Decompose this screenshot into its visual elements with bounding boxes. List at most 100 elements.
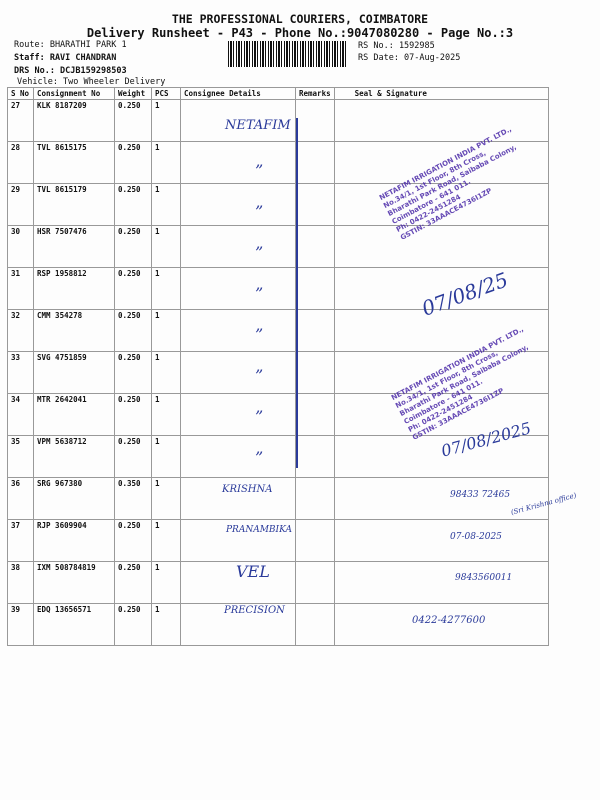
consignee-cell [180, 309, 296, 352]
remarks-cell [295, 561, 335, 604]
company-title: THE PROFESSIONAL COURIERS, COIMBATORE [171, 12, 429, 26]
consignment-cell: TVL 8615175 [33, 141, 115, 184]
pcs-cell: 1 [151, 561, 181, 604]
weight-cell: 0.250 [114, 519, 152, 562]
consignment-cell: HSR 7507476 [33, 225, 115, 268]
consignee-cell [180, 99, 296, 142]
rs-date: RS Date: 07-Aug-2025 [358, 53, 461, 63]
remarks-cell [295, 309, 335, 352]
table-row: 27 KLK 8187209 0.250 1 [7, 99, 549, 142]
consignment-cell: RSP 1958812 [33, 267, 115, 310]
hw-ditto-mark: ” [255, 161, 264, 180]
table-row: 31 RSP 1958812 0.250 1 [7, 267, 549, 310]
consignment-cell: IXM 508784819 [33, 561, 115, 604]
hw-ditto-mark: ” [255, 325, 264, 344]
pcs-cell: 1 [151, 309, 181, 352]
hw-ditto-mark: ” [255, 407, 264, 426]
barcode [228, 41, 346, 67]
pcs-cell: 1 [151, 603, 181, 646]
hw-ditto-mark: ” [255, 448, 264, 467]
seal-cell [333, 183, 549, 226]
weight-cell: 0.250 [114, 435, 152, 478]
consignment-cell: RJP 3609904 [33, 519, 115, 562]
table-header: S No Consignment No Weight PCS Consignee… [7, 87, 549, 100]
consignment-cell: KLK 8187209 [33, 99, 115, 142]
consignment-cell: CMM 354278 [33, 309, 115, 352]
remarks-cell [295, 267, 335, 310]
seal-cell [333, 225, 549, 268]
weight-cell: 0.250 [114, 183, 152, 226]
pcs-cell: 1 [151, 351, 181, 394]
runsheet-table: S No Consignment No Weight PCS Consignee… [7, 87, 549, 646]
hw-ditto-mark: ” [255, 366, 264, 385]
consignment-cell: TVL 8615179 [33, 183, 115, 226]
remarks-cell [295, 393, 335, 436]
hw-phone-3: 0422-4277600 [412, 615, 486, 626]
consignee-cell [180, 477, 296, 520]
consignee-cell [180, 183, 296, 226]
consignee-cell [180, 141, 296, 184]
weight-cell: 0.250 [114, 225, 152, 268]
seal-cell [333, 519, 549, 562]
remarks-cell [295, 603, 335, 646]
hw-vel: VEL [236, 562, 270, 581]
hw-ditto-mark: ” [255, 284, 264, 303]
remarks-cell [295, 477, 335, 520]
consignee-cell [180, 603, 296, 646]
table-row: 37 RJP 3609904 0.250 1 [7, 519, 549, 562]
sno-cell: 35 [7, 435, 34, 478]
rs-no: RS No.: 1592985 [358, 41, 435, 51]
col-consignee: Consignee Details [180, 87, 296, 100]
runsheet-subtitle: Delivery Runsheet - P43 - Phone No.:9047… [86, 26, 514, 40]
pcs-cell: 1 [151, 477, 181, 520]
sno-cell: 28 [7, 141, 34, 184]
hw-date-3: 07-08-2025 [450, 532, 502, 542]
sno-cell: 27 [7, 99, 34, 142]
weight-cell: 0.250 [114, 267, 152, 310]
remarks-cell [295, 99, 335, 142]
remarks-cell [295, 351, 335, 394]
consignment-cell: MTR 2642041 [33, 393, 115, 436]
sno-cell: 39 [7, 603, 34, 646]
seal-cell [333, 477, 549, 520]
hw-phone-1: 98433 72465 [450, 490, 511, 500]
hw-ditto-mark: ” [255, 243, 264, 262]
pcs-cell: 1 [151, 519, 181, 562]
sno-cell: 34 [7, 393, 34, 436]
consignee-cell [180, 225, 296, 268]
hw-netafim: NETAFIM [225, 118, 291, 133]
consignment-cell: VPM 5638712 [33, 435, 115, 478]
weight-cell: 0.250 [114, 603, 152, 646]
consignment-cell: EDQ 13656571 [33, 603, 115, 646]
consignment-cell: SRG 967380 [33, 477, 115, 520]
weight-cell: 0.250 [114, 99, 152, 142]
hw-ditto-mark: ” [255, 202, 264, 221]
pcs-cell: 1 [151, 225, 181, 268]
consignee-cell [180, 267, 296, 310]
consignee-cell [180, 519, 296, 562]
sno-cell: 33 [7, 351, 34, 394]
seal-cell [333, 603, 549, 646]
table-row: 32 CMM 354278 0.250 1 [7, 309, 549, 352]
table-row: 36 SRG 967380 0.350 1 [7, 477, 549, 520]
table-row: 39 EDQ 13656571 0.250 1 [7, 603, 549, 646]
remarks-cell [295, 435, 335, 478]
hw-precision: PRECISION [224, 605, 285, 616]
weight-cell: 0.250 [114, 141, 152, 184]
col-weight: Weight [114, 87, 152, 100]
pcs-cell: 1 [151, 393, 181, 436]
pcs-cell: 1 [151, 141, 181, 184]
consignee-cell [180, 393, 296, 436]
weight-cell: 0.350 [114, 477, 152, 520]
col-seal: Seal & Signature [333, 87, 549, 100]
hw-krishna: KRISHNA [222, 484, 273, 495]
col-remarks: Remarks [295, 87, 335, 100]
consignee-cell [180, 561, 296, 604]
seal-cell [333, 393, 549, 436]
weight-cell: 0.250 [114, 393, 152, 436]
remarks-cell [295, 141, 335, 184]
col-sno: S No [7, 87, 34, 100]
remarks-cell [295, 519, 335, 562]
hw-phone-2: 9843560011 [455, 573, 513, 583]
